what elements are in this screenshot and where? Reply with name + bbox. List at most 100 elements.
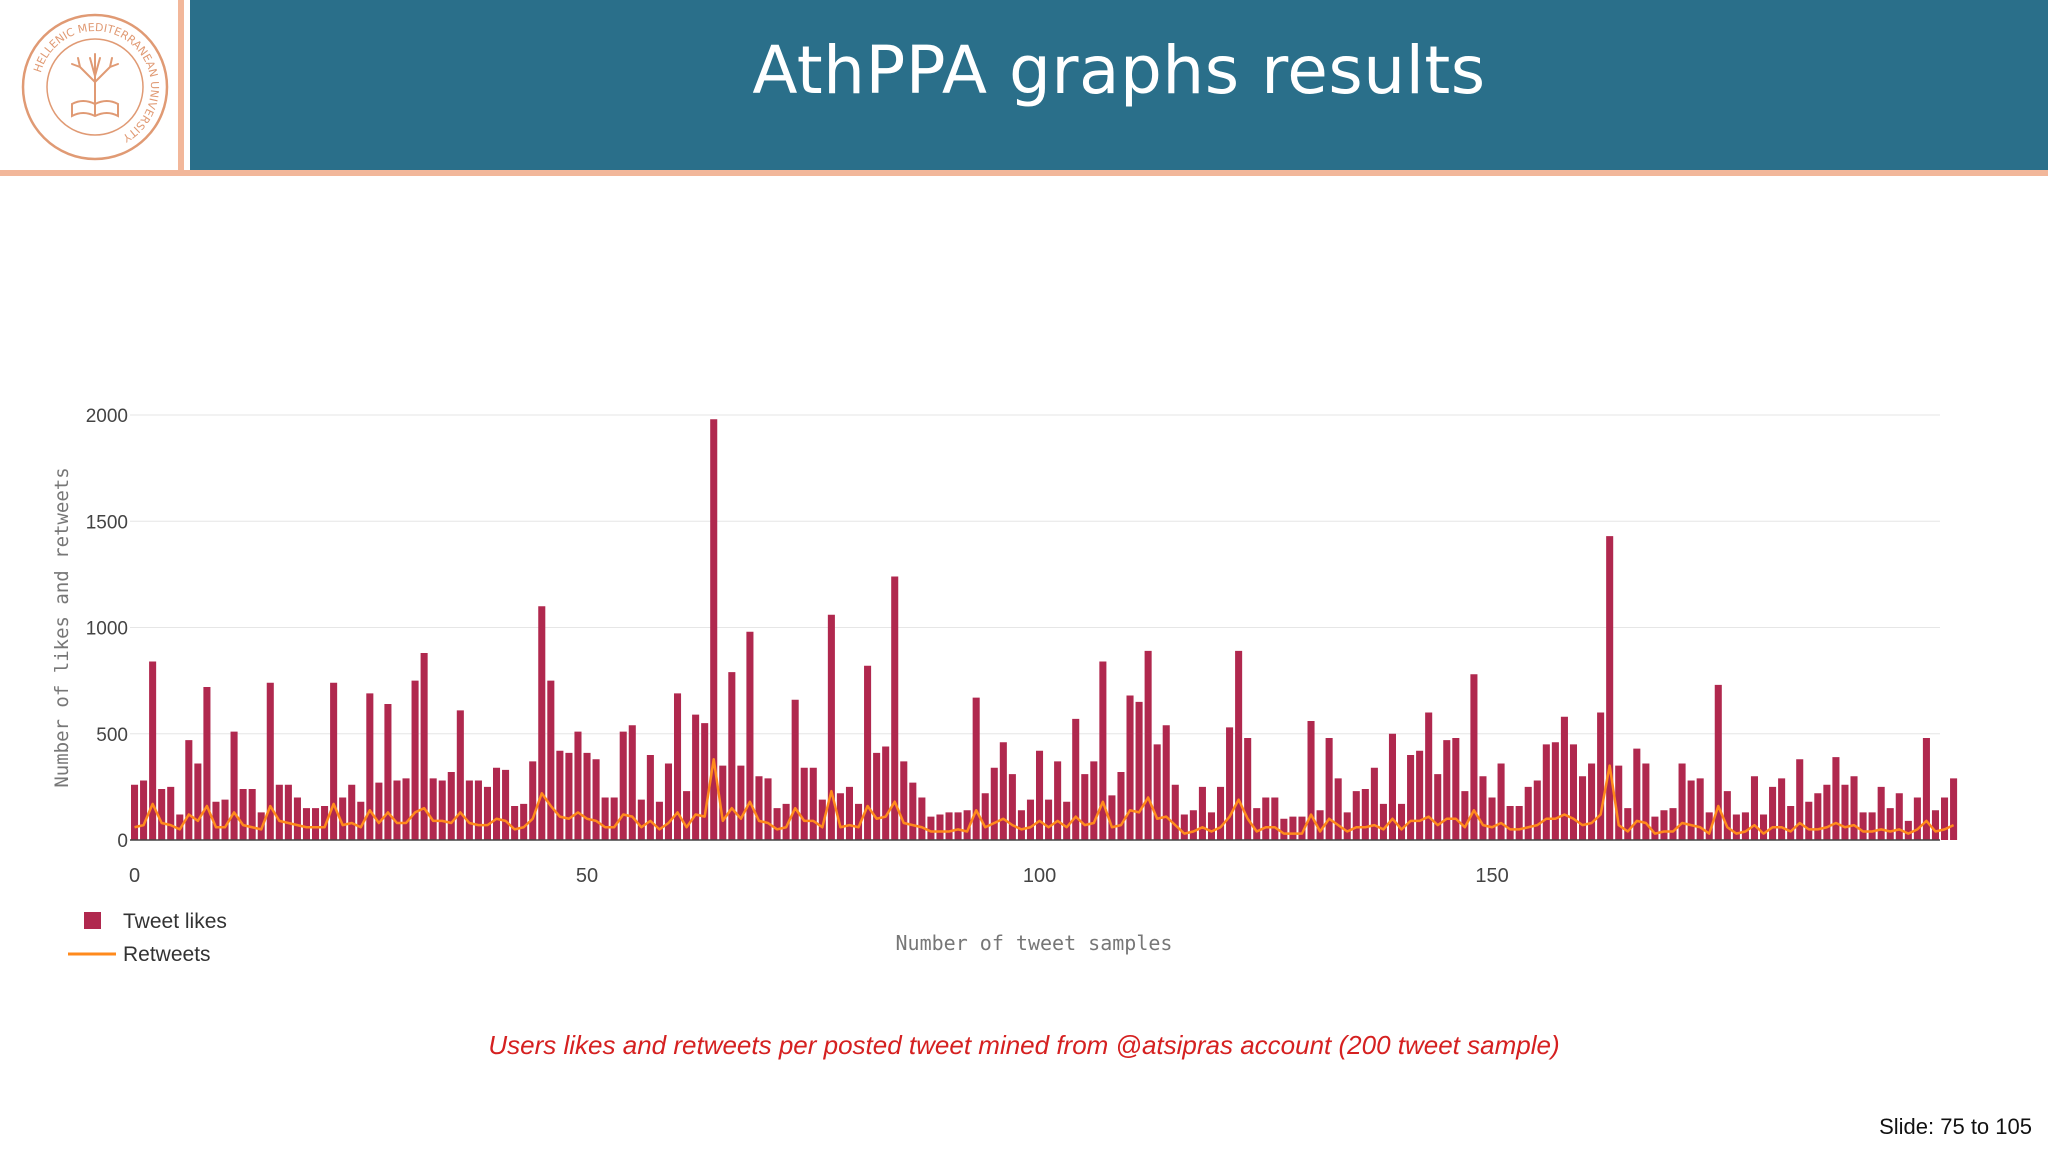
likes-bar [1859,812,1867,840]
likes-bar [981,793,989,840]
likes-bar [1452,738,1460,840]
likes-bar [293,797,301,840]
likes-bar [1624,808,1632,840]
likes-bar [574,731,582,840]
likes-bar [1153,744,1161,840]
likes-bar [321,806,329,840]
likes-bar [1407,755,1415,840]
likes-bar [755,776,763,840]
likes-bar [1017,810,1025,840]
likes-bar [845,786,854,840]
likes-bar [1841,784,1849,840]
x-axis-ticks: 0 50 100 150 [129,865,1509,887]
likes-bar [619,731,627,840]
likes-bar [1244,738,1252,840]
likes-bar [1162,725,1170,840]
likes-bar [1778,778,1786,840]
likes-bar [275,784,283,840]
likes-bar [1741,812,1749,840]
likes-bar [167,786,175,840]
university-logo: HELLENIC MEDITERRANEAN UNIVERSITY [21,13,169,161]
likes-bar [1705,812,1713,840]
likes-bar [818,799,826,840]
gridlines [130,414,1940,735]
likes-bar [302,808,311,840]
likes-bar [311,808,320,840]
likes-bar [411,680,419,840]
likes-bar [1524,786,1532,840]
likes-bar [1660,810,1668,840]
y-tick-label: 500 [96,725,128,746]
likes-bar [891,576,899,840]
likes-bar [646,755,654,840]
y-tick-label: 0 [117,831,128,852]
likes-bar [1696,778,1704,840]
likes-bar [429,778,437,840]
likes-bar [882,746,890,840]
likes-bar [221,799,229,840]
likes-bar [1895,793,1903,840]
likes-bar [1289,816,1297,840]
likes-bar [140,780,148,840]
page-title: AthPPA graphs results [752,32,1486,109]
likes-bar [719,765,727,840]
likes-bar [972,697,980,840]
likes-bar [492,767,501,840]
likes-bar [764,778,772,840]
y-tick-label: 1000 [86,619,128,640]
likes-bar [1271,797,1279,840]
likes-bar [456,710,464,840]
likes-bar [963,810,971,840]
slide-header: AthPPA graphs results [190,0,2048,170]
likes-bar [873,752,881,840]
y-tick-label: 2000 [86,406,128,427]
likes-bar [230,731,238,840]
likes-bar [1479,776,1487,840]
likes-bar [248,789,256,840]
likes-bar [1877,786,1885,840]
likes-bar [1099,661,1107,840]
likes-bar [1796,759,1804,840]
likes-bar [1560,716,1568,840]
likes-bar [1669,808,1677,840]
likes-bar [936,814,944,840]
likes-bar [791,699,799,840]
likes-bar [1280,818,1288,840]
likes-bar [728,672,736,840]
likes-bar [1144,650,1152,840]
likes-bar [1750,776,1759,840]
y-axis-label: Number of likes and retweets [51,467,73,787]
likes-bar [1316,810,1324,840]
likes-bar [683,791,691,840]
likes-bar [1443,740,1451,840]
likes-bar [1497,763,1505,840]
y-tick-label: 1500 [86,512,128,533]
likes-bar [1298,816,1306,840]
likes-bar [149,661,157,840]
likes-bar [556,750,564,840]
likes-bar [655,801,663,840]
likes-bar [520,803,528,840]
likes-bar [330,682,338,840]
likes-bar [592,759,600,840]
likes-bar [628,725,636,840]
x-axis-label: Number of tweet samples [896,931,1173,955]
likes-bar [1171,784,1179,840]
likes-bar [1126,695,1134,840]
y-axis-ticks: 0 500 1000 1500 2000 [86,406,128,852]
slide-number: Slide: 75 to 105 [1879,1114,2032,1139]
likes-bar [601,797,609,840]
likes-bar [366,693,374,840]
likes-bar [1334,778,1342,840]
likes-bar [1397,803,1406,840]
logo-outer-ring [21,13,169,161]
likes-bar [918,797,926,840]
likes-bar [239,789,247,840]
likes-bar [1787,806,1795,840]
likes-bar [1008,774,1016,840]
likes-bar [1542,744,1550,840]
likes-bar [402,778,410,840]
likes-bar [1198,786,1206,840]
likes-bar [1072,718,1080,840]
likes-bar [1117,772,1125,840]
